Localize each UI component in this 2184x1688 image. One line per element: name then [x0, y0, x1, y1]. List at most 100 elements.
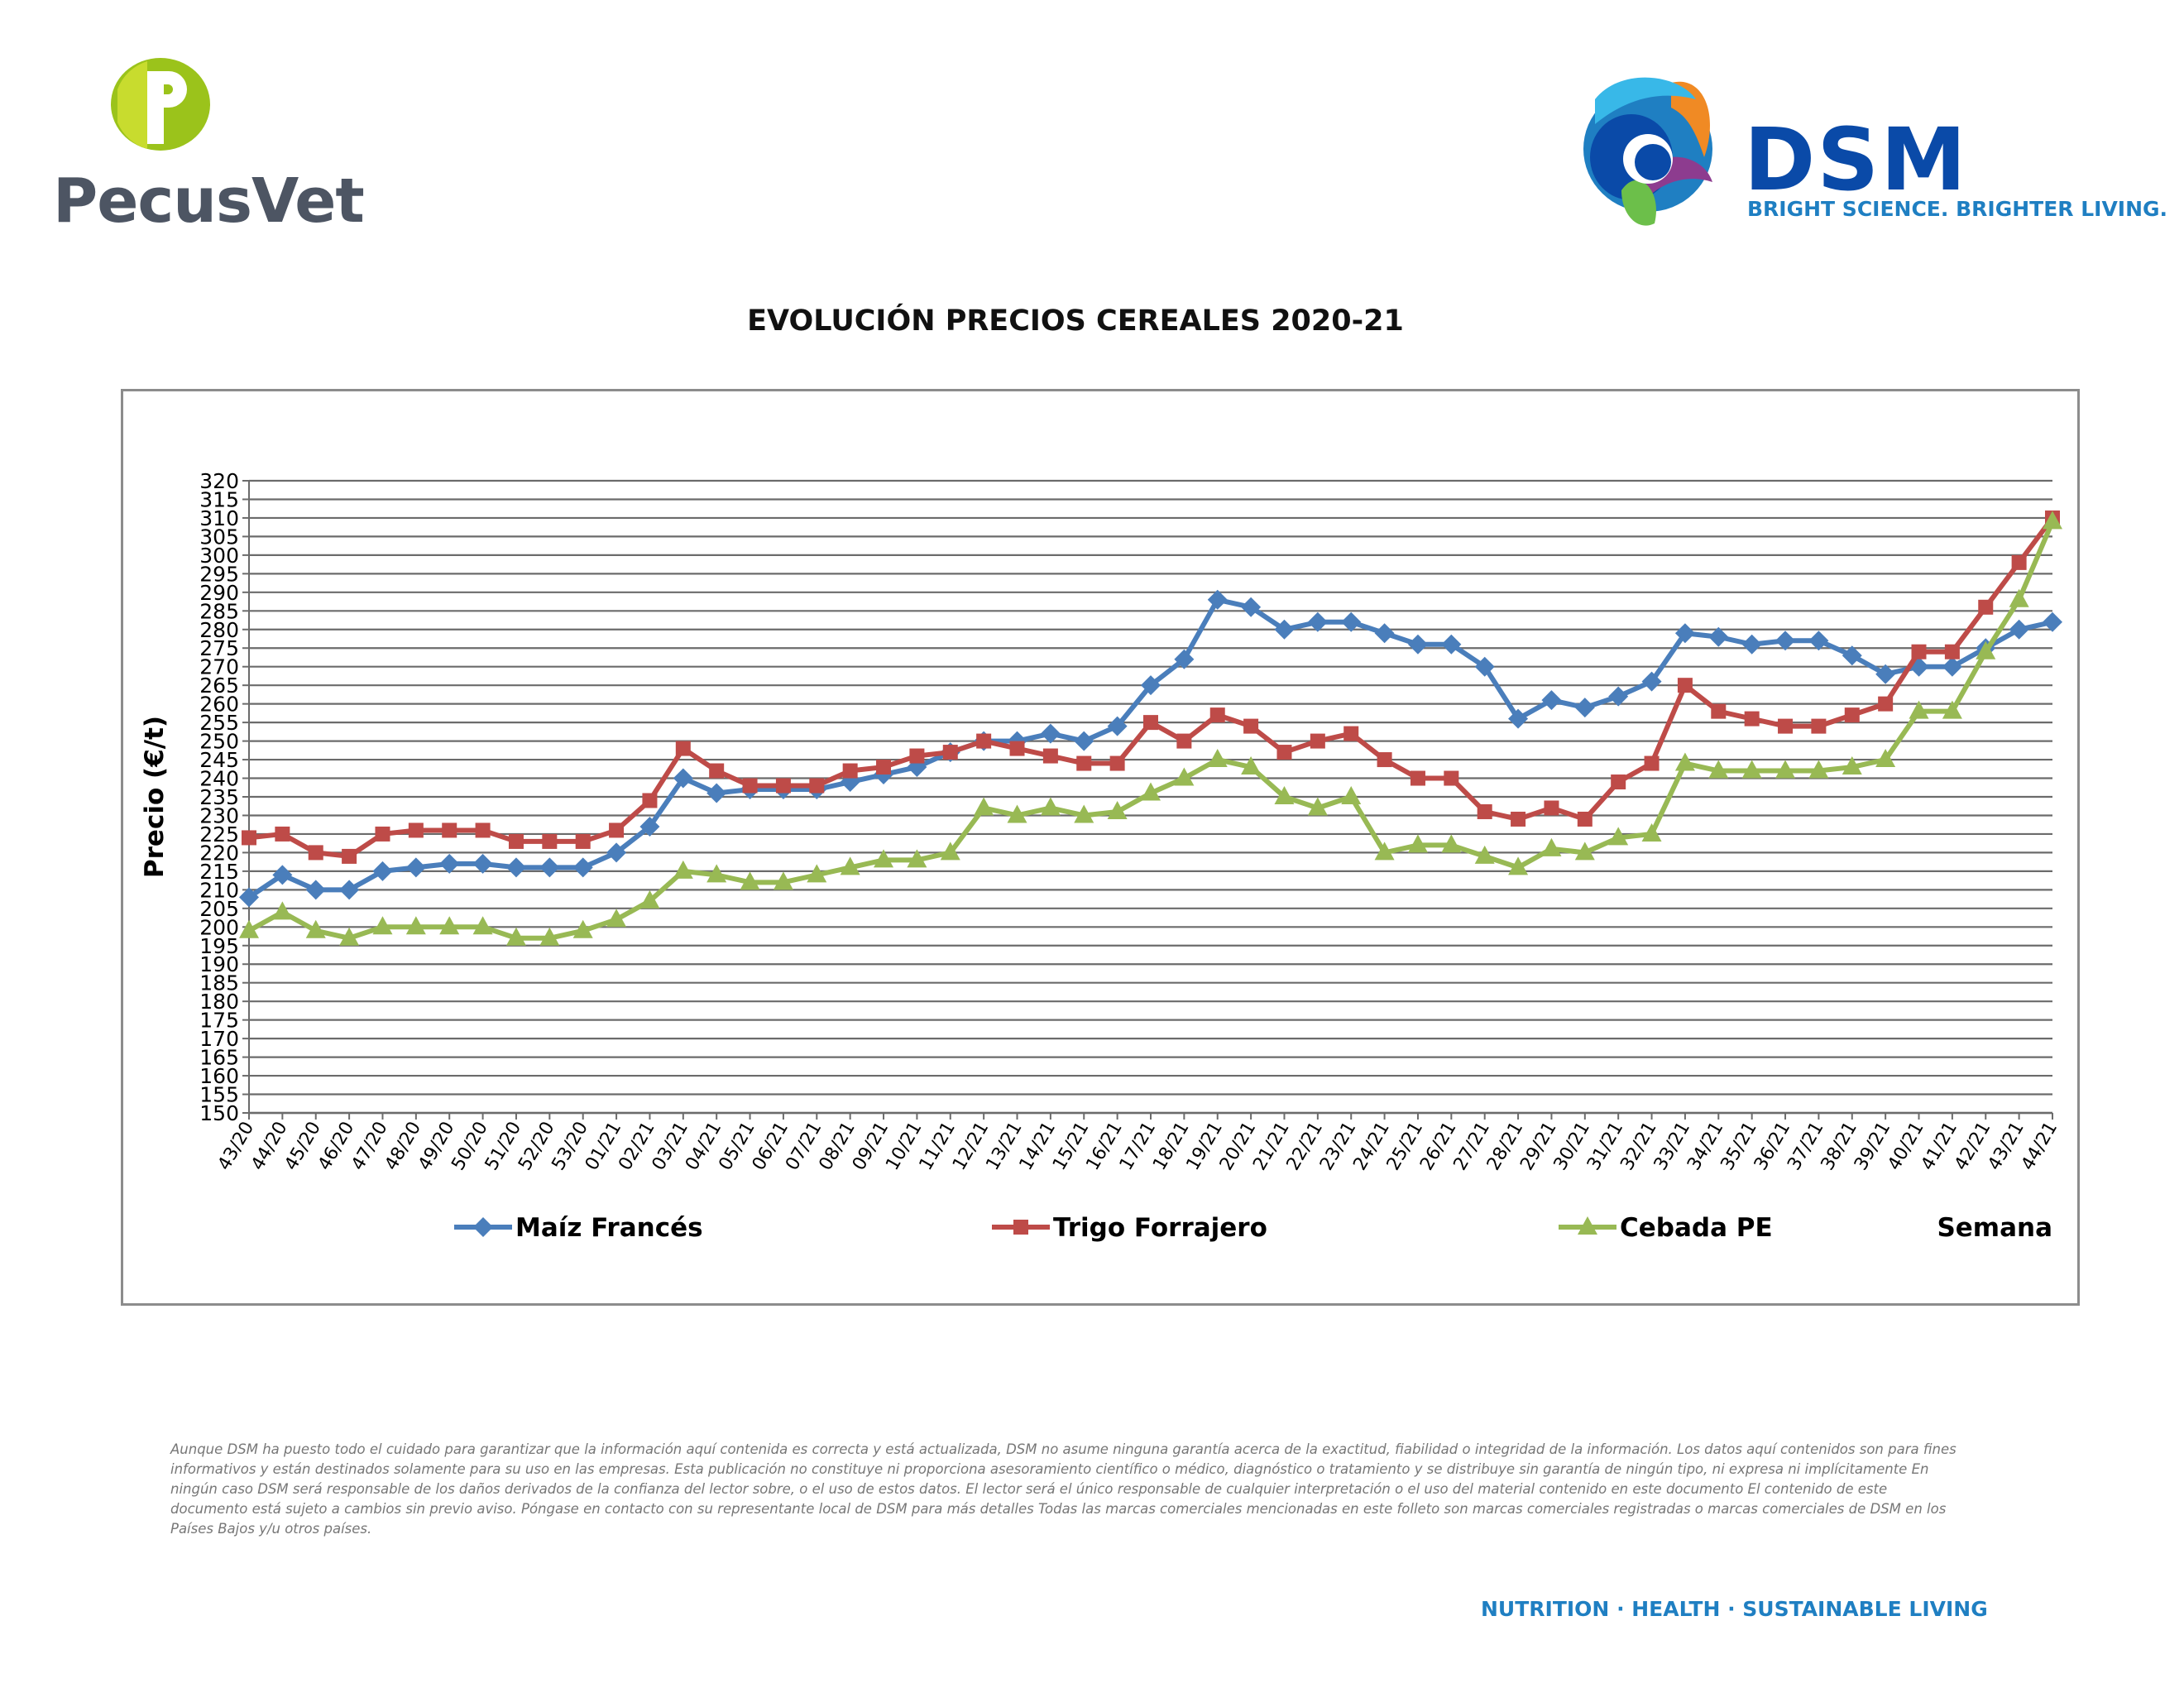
- y-tick-label: 170: [199, 1027, 239, 1051]
- series-trigo-forrajero-point: [1978, 599, 1994, 615]
- series-trigo-forrajero-point: [2011, 554, 2027, 570]
- pecusvet-logo: PecusVet: [50, 50, 365, 248]
- series-cebada-pe-point: [1608, 827, 1629, 846]
- line-chart: 1501551601651701751801851901952002052102…: [140, 469, 2062, 1243]
- series-trigo-forrajero-point: [876, 760, 892, 775]
- series-cebada-pe-point: [706, 864, 727, 883]
- series-ma-z-franc-s-point: [472, 853, 493, 874]
- series-cebada-pe-point: [773, 871, 793, 890]
- legend-ma-z-franc-s-label: Maíz Francés: [515, 1213, 703, 1243]
- series-cebada-pe-point: [639, 890, 660, 909]
- series-cebada-pe-point: [305, 919, 326, 938]
- chart-frame: 150 155 160 165 170 175 180 185 190 195 200 205 210 2…: [121, 389, 2080, 1306]
- series-ma-z-franc-s-point: [239, 887, 259, 908]
- series-trigo-forrajero-point: [542, 833, 558, 849]
- series-cebada-pe-point: [1307, 797, 1328, 816]
- y-tick-label: 215: [199, 860, 239, 884]
- series-ma-z-franc-s-point: [1508, 708, 1529, 729]
- series-cebada-pe-point: [1775, 760, 1796, 779]
- series-ma-z-franc-s-point: [1407, 634, 1428, 655]
- series-ma-z-franc-s-point: [1074, 731, 1094, 751]
- series-cebada-pe-point: [2043, 511, 2062, 530]
- y-tick-label: 150: [199, 1101, 239, 1125]
- disclaimer-text: Aunque DSM ha puesto todo el cuidado par…: [170, 1441, 1956, 1537]
- dsm-brand-name: DSM: [1744, 109, 1968, 210]
- series-trigo-forrajero-point: [609, 822, 625, 838]
- series-ma-z-franc-s-point: [1441, 634, 1462, 655]
- series-cebada-pe-point: [807, 864, 827, 883]
- legend-trigo-forrajero-marker: [1013, 1220, 1028, 1235]
- series-trigo-forrajero-point: [1076, 755, 1092, 771]
- series-trigo-forrajero-point: [1911, 644, 1927, 659]
- series-cebada-pe-point: [339, 927, 360, 946]
- series-trigo-forrajero-point: [675, 741, 691, 756]
- y-tick-label: 235: [199, 785, 239, 809]
- series-cebada-pe-point: [874, 849, 894, 868]
- series-cebada-pe-point: [572, 919, 593, 938]
- series-cebada-pe-point: [1341, 786, 1362, 804]
- series-trigo-forrajero-point: [1276, 745, 1292, 760]
- y-tick-label: 210: [199, 878, 239, 902]
- series-cebada-pe-point: [405, 916, 426, 935]
- series-cebada-pe-point: [505, 927, 526, 946]
- legend-ma-z-franc-s-marker: [473, 1217, 493, 1237]
- series-cebada-pe-point: [840, 856, 860, 875]
- series-ma-z-franc-s-point: [2043, 611, 2062, 632]
- y-tick-label: 165: [199, 1046, 239, 1070]
- series-ma-z-franc-s-point: [1541, 690, 1562, 711]
- series-ma-z-franc-s-point: [1040, 723, 1061, 744]
- series-trigo-forrajero-point: [1444, 770, 1459, 786]
- series-trigo-forrajero-point: [375, 826, 390, 842]
- series-cebada-pe-point: [907, 849, 927, 868]
- y-tick-label: 200: [199, 915, 239, 939]
- series-trigo-forrajero-point: [809, 778, 825, 794]
- series-cebada-pe-point: [1842, 756, 1862, 775]
- dsm-tagline: BRIGHT SCIENCE. BRIGHTER LIVING.: [1747, 197, 2168, 221]
- series-ma-z-franc-s-point: [305, 880, 326, 900]
- series-ma-z-franc-s-point: [505, 857, 526, 878]
- series-ma-z-franc-s-point: [1241, 597, 1262, 617]
- y-tick-label: 290: [199, 581, 239, 605]
- series-trigo-forrajero-point: [909, 748, 925, 764]
- series-ma-z-franc-s-point: [1474, 656, 1495, 677]
- series-ma-z-franc-s-point: [405, 857, 426, 878]
- series-ma-z-franc-s-point: [1608, 686, 1629, 707]
- series-cebada-pe-point: [439, 916, 460, 935]
- series-ma-z-franc-s-point: [1842, 645, 1862, 666]
- series-trigo-forrajero-point: [1544, 800, 1559, 816]
- series-cebada-pe-point: [1107, 800, 1128, 819]
- series-cebada-pe-point: [1074, 804, 1094, 823]
- series-ma-z-franc-s-point: [1641, 671, 1662, 692]
- series-trigo-forrajero-point: [408, 822, 424, 838]
- series-trigo-forrajero-point: [1176, 733, 1192, 749]
- dsm-swirl-logo-icon: [1583, 77, 1712, 226]
- series-cebada-pe-point: [1007, 804, 1027, 823]
- series-trigo-forrajero-point: [1711, 703, 1727, 719]
- legend-trigo-forrajero-label: Trigo Forrajero: [1053, 1213, 1267, 1243]
- series-trigo-forrajero-point: [1009, 741, 1025, 756]
- series-trigo-forrajero-point: [308, 845, 323, 861]
- y-axis-label: Precio (€/t): [140, 716, 170, 878]
- y-tick-label: 205: [199, 897, 239, 921]
- x-axis-label: Semana: [1937, 1213, 2052, 1243]
- series-ma-z-franc-s-point: [1574, 698, 1595, 718]
- series-cebada-pe-point: [1574, 842, 1595, 861]
- y-tick-label: 305: [199, 525, 239, 549]
- series-ma-z-franc-s-point: [639, 816, 660, 837]
- series-trigo-forrajero-point: [1811, 718, 1827, 734]
- series-cebada-pe-point: [1741, 760, 1762, 779]
- series-cebada-pe-point: [740, 871, 760, 890]
- y-tick-label: 195: [199, 934, 239, 958]
- series-trigo-forrajero-point: [508, 833, 524, 849]
- series-ma-z-franc-s-point: [1808, 631, 1829, 651]
- series-trigo-forrajero-point: [1477, 803, 1492, 819]
- y-tick-label: 315: [199, 487, 239, 511]
- y-tick-label: 270: [199, 655, 239, 679]
- y-tick-label: 155: [199, 1083, 239, 1107]
- series-trigo-forrajero-point: [1310, 733, 1325, 749]
- series-cebada-pe-point: [239, 919, 259, 938]
- series-cebada-pe-point: [606, 909, 627, 928]
- series-cebada-pe-point: [1474, 845, 1495, 864]
- series-cebada-pe-point: [1909, 700, 1929, 719]
- dsm-logo: DSM BRIGHT SCIENCE. BRIGHTER LIVING.: [1572, 66, 2167, 248]
